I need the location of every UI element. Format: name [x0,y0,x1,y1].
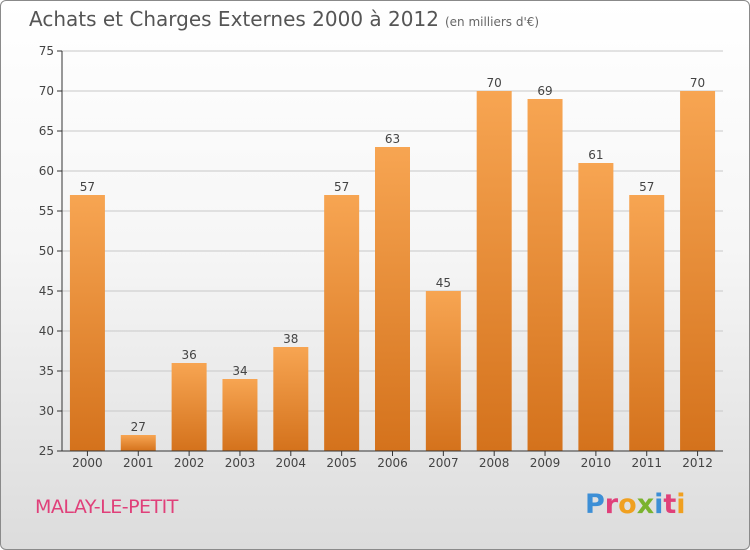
x-tick-label: 2006 [377,456,408,470]
data-label: 57 [639,180,654,194]
bar-2008 [476,91,512,451]
y-tick-label: 25 [39,444,54,458]
y-tick-label: 45 [39,284,54,298]
logo-letter: P [585,489,605,520]
x-tick-label: 2002 [174,456,205,470]
y-tick-label: 70 [39,84,54,98]
bar-2005 [324,195,360,451]
axes: 25 30 35 40 45 50 55 60 65 70 75 2000 2001 2002 2003 20… [39,44,723,470]
y-tick-label: 35 [39,364,54,378]
bar-2004 [273,347,309,451]
data-label: 57 [334,180,349,194]
bar-2012 [680,91,716,451]
x-tick-label: 2003 [225,456,256,470]
logo-letter: o [618,489,637,520]
y-tick-label: 40 [39,324,54,338]
y-tick-label: 60 [39,164,54,178]
x-tick-label: 2010 [581,456,612,470]
data-label: 70 [690,76,705,90]
bar-2007 [425,291,461,451]
data-label: 27 [131,420,146,434]
chart-title-text: Achats et Charges Externes 2000 à 2012 [29,7,439,31]
bar-2001 [120,435,156,451]
data-label: 34 [232,364,247,378]
data-label: 70 [487,76,502,90]
town-name: MALAY-LE-PETIT [35,496,178,518]
x-tick-label: 2012 [682,456,713,470]
y-tick-label: 55 [39,204,54,218]
data-label: 57 [80,180,95,194]
bar-2000 [69,195,105,451]
x-tick-label: 2011 [631,456,662,470]
bars [69,91,716,451]
data-label: 61 [588,148,603,162]
chart-title: Achats et Charges Externes 2000 à 2012 (e… [29,7,539,31]
proxiti-logo: Proxiti [585,489,686,520]
logo-letter: r [604,489,619,520]
data-label: 36 [181,348,196,362]
bar-2010 [578,163,614,451]
bar-2011 [629,195,665,451]
logo-letter: i [654,489,664,520]
logo-letter: t [663,489,677,520]
x-tick-label: 2004 [276,456,307,470]
data-label: 45 [436,276,451,290]
bar-2003 [222,379,258,451]
y-tick-label: 50 [39,244,54,258]
y-tick-label: 65 [39,124,54,138]
x-tick-label: 2005 [326,456,357,470]
y-tick-label: 30 [39,404,54,418]
logo-letter: i [676,489,686,520]
bar-2002 [171,363,207,451]
x-tick-label: 2001 [123,456,154,470]
logo-letter: x [636,489,655,520]
chart-subtitle: (en milliers d'€) [444,15,540,29]
x-tick-label: 2000 [72,456,103,470]
bar-2009 [527,99,563,451]
x-tick-label: 2008 [479,456,510,470]
data-label: 38 [283,332,298,346]
labels: 57 27 36 34 38 57 63 45 70 69 61 57 70 [80,76,705,434]
x-tick-label: 2009 [530,456,561,470]
y-tick-label: 75 [39,44,54,58]
data-label: 69 [537,84,552,98]
data-label: 63 [385,132,400,146]
x-tick-label: 2007 [428,456,459,470]
bar-2006 [375,147,410,451]
